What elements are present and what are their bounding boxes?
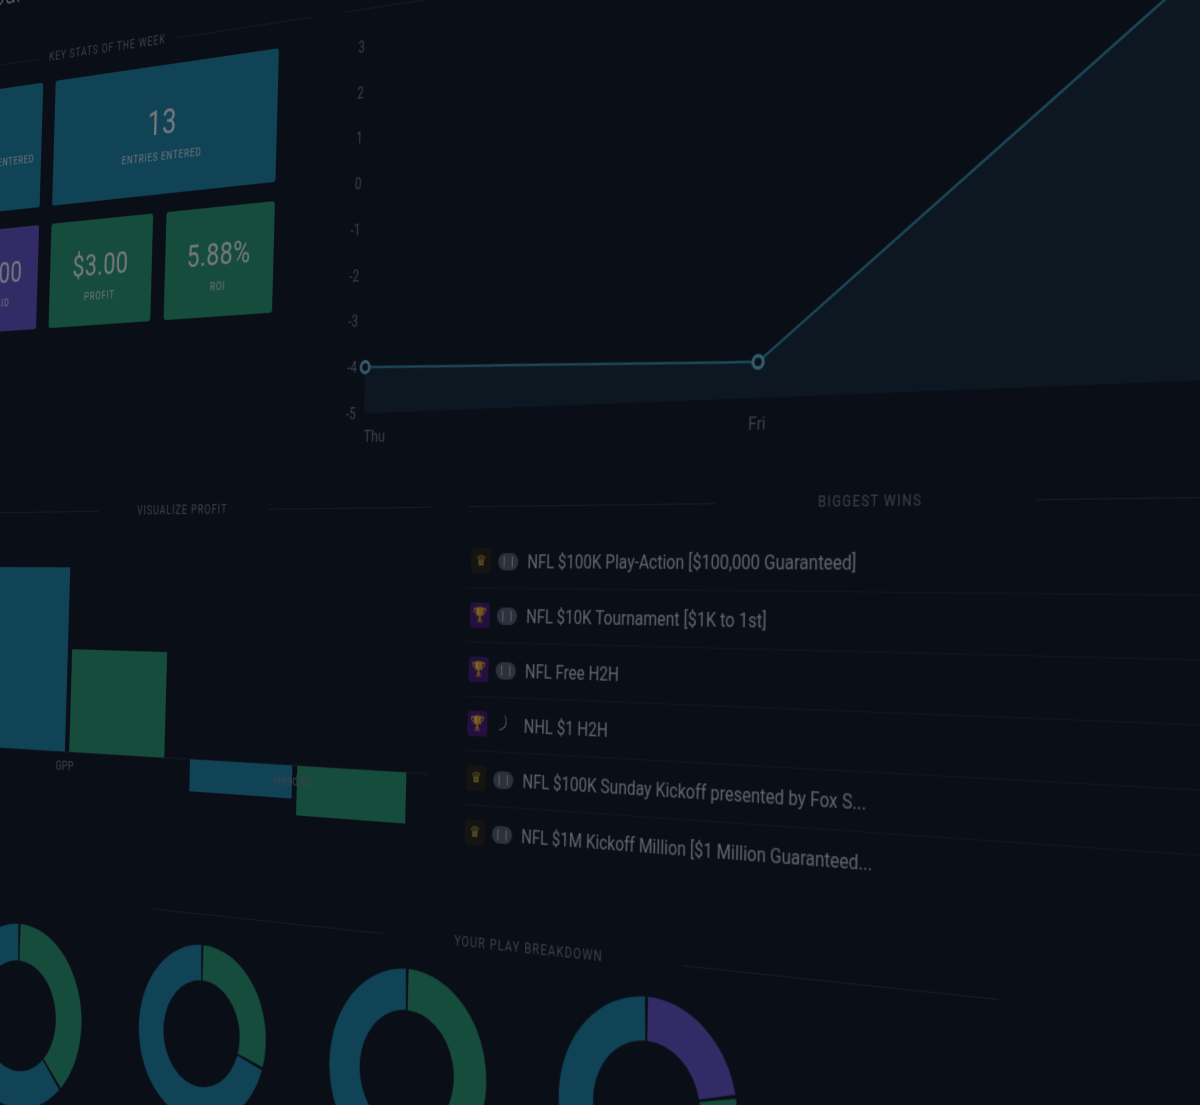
stat-label: PROFIT xyxy=(56,285,143,305)
contest-name: NFL Free H2H xyxy=(525,660,1200,707)
x-tick-label: Fri xyxy=(748,414,766,435)
chart-point[interactable] xyxy=(361,361,370,372)
stat-card[interactable]: $51.00FEES PAID xyxy=(0,225,39,336)
row-icons: ♛ xyxy=(466,765,523,794)
row-icons: ♛ xyxy=(471,548,528,574)
stat-card[interactable]: 13ENTRIES ENTERED xyxy=(52,48,279,206)
y-tick-label: -2 xyxy=(349,268,359,286)
bar-category-label: Head-to xyxy=(273,771,310,790)
donut-slice[interactable] xyxy=(556,987,646,1105)
stat-value: 7 xyxy=(0,111,36,156)
biggest-wins-table: ♛ NFL $100K Play-Action [$100,000 Guarant… xyxy=(461,530,1200,933)
football-icon xyxy=(492,825,512,844)
contest-name: NFL $100K Play-Action [$100,000 Guarante… xyxy=(527,550,1200,576)
donut-slice[interactable] xyxy=(16,924,84,1091)
stat-label: ROI xyxy=(171,276,265,297)
chart-point[interactable] xyxy=(753,356,764,369)
bar[interactable] xyxy=(296,766,406,824)
donut-chart xyxy=(552,982,743,1105)
row-icons: 🏆 xyxy=(468,656,525,683)
row-icons: ♛ xyxy=(465,819,522,849)
bar[interactable] xyxy=(0,567,70,752)
chart-area xyxy=(364,0,1200,413)
stat-label: CONTESTS ENTERED xyxy=(0,152,35,175)
stat-label: FEES PAID xyxy=(0,295,30,314)
table-row[interactable]: ♛ NFL $100K Play-Action [$100,000 Guarant… xyxy=(467,530,1200,596)
y-tick-label: -5 xyxy=(346,406,356,424)
football-icon xyxy=(497,607,517,625)
stat-card[interactable]: $3.00PROFIT xyxy=(49,213,153,328)
yahoo-icon: 🏆 xyxy=(467,711,487,737)
draftkings-icon: ♛ xyxy=(466,765,486,792)
football-icon xyxy=(498,553,518,570)
donut-slice[interactable] xyxy=(404,969,489,1105)
donut-chart xyxy=(323,955,492,1105)
yahoo-icon: 🏆 xyxy=(468,656,488,682)
play-breakdown-donuts xyxy=(0,912,1200,1105)
hockey-icon xyxy=(494,714,511,736)
y-tick-label: -4 xyxy=(347,360,358,378)
draftkings-icon: ♛ xyxy=(471,548,491,573)
section-title-biggestwins: BIGGEST WINS xyxy=(469,485,1200,514)
bar[interactable] xyxy=(69,649,167,757)
donut-chart xyxy=(133,933,271,1105)
y-tick-label: 1 xyxy=(356,131,363,149)
bar-category-label: GPP xyxy=(55,758,74,774)
cumulative-profit-chart: 3210-1-2-3-4-5ThuFriSun xyxy=(333,0,1200,454)
stat-value: $3.00 xyxy=(57,243,145,286)
football-icon xyxy=(493,770,513,789)
y-tick-label: -1 xyxy=(350,222,360,240)
visualize-profit-chart: GPP Head-to xyxy=(0,535,433,877)
x-tick-label: Thu xyxy=(363,427,385,447)
football-icon xyxy=(496,661,516,679)
stat-card[interactable]: 7CONTESTS ENTERED xyxy=(0,83,44,218)
contest-name: NFL $10K Tournament [$1K to 1st] xyxy=(526,605,1200,641)
donut-slice[interactable] xyxy=(646,997,737,1105)
y-tick-label: 2 xyxy=(357,85,364,103)
y-tick-label: -3 xyxy=(348,314,358,332)
draftkings-icon: ♛ xyxy=(465,819,485,846)
page-title-prefix: Your Week Starting xyxy=(0,0,167,16)
donut-slice[interactable] xyxy=(200,945,268,1068)
yahoo-icon: 🏆 xyxy=(470,602,490,628)
section-title-vizprofit: VISUALIZE PROFIT xyxy=(0,499,434,520)
stat-value: 5.88% xyxy=(172,232,266,277)
y-tick-label: 3 xyxy=(358,39,365,57)
stat-card[interactable]: 5.88%ROI xyxy=(163,201,275,320)
row-icons: 🏆 xyxy=(470,602,527,628)
donut-chart xyxy=(0,913,87,1105)
stat-value: $51.00 xyxy=(0,254,32,296)
row-icons: 🏆 xyxy=(467,711,524,739)
keystats-grid: 7CONTESTS ENTERED13ENTRIES ENTERED$51.00… xyxy=(0,48,279,335)
y-tick-label: 0 xyxy=(355,176,362,194)
